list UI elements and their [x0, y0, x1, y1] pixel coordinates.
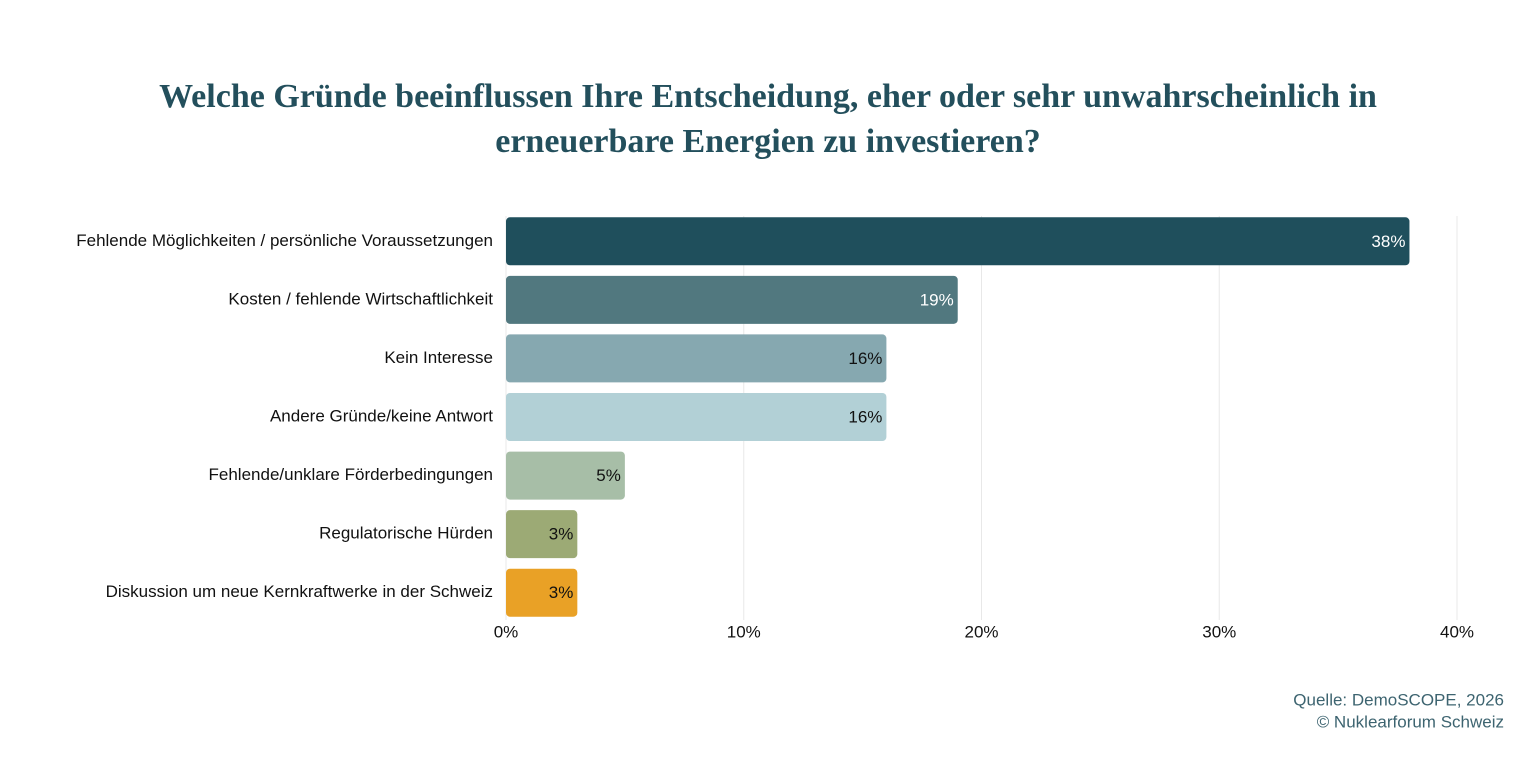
y-tick-label: Diskussion um neue Kernkraftwerke in der… — [106, 582, 493, 601]
bar — [506, 451, 625, 500]
x-tick-label: 10% — [727, 622, 761, 641]
chart-title: Welche Gründe beeinflussen Ihre Entschei… — [159, 78, 1377, 160]
value-label: 3% — [549, 525, 574, 544]
bar — [506, 510, 578, 559]
y-tick-label: Fehlende Möglichkeiten / persönliche Vor… — [76, 231, 493, 250]
y-tick-label: Regulatorische Hürden — [319, 524, 493, 543]
bar — [506, 275, 958, 324]
bar — [506, 217, 1410, 266]
x-tick-label: 30% — [1202, 622, 1236, 641]
value-label: 3% — [549, 583, 574, 602]
y-tick-label: Fehlende/unklare Förderbedingungen — [209, 465, 493, 484]
value-label: 5% — [596, 466, 621, 485]
value-label: 16% — [848, 349, 882, 368]
bar — [506, 393, 887, 441]
bar — [506, 334, 887, 383]
value-label: 16% — [848, 407, 882, 426]
y-tick-label: Kein Interesse — [384, 348, 493, 367]
y-tick-label: Andere Gründe/keine Antwort — [270, 406, 493, 425]
bar — [506, 568, 578, 617]
source-text: © Nuklearforum Schweiz — [1317, 712, 1504, 731]
value-label: 38% — [1371, 232, 1405, 251]
source-text: Quelle: DemoSCOPE, 2026 — [1293, 690, 1504, 709]
x-tick-label: 0% — [494, 622, 519, 641]
x-tick-label: 40% — [1440, 622, 1474, 641]
x-tick-label: 20% — [964, 622, 998, 641]
value-label: 19% — [920, 290, 954, 309]
y-tick-label: Kosten / fehlende Wirtschaftlichkeit — [228, 289, 493, 308]
